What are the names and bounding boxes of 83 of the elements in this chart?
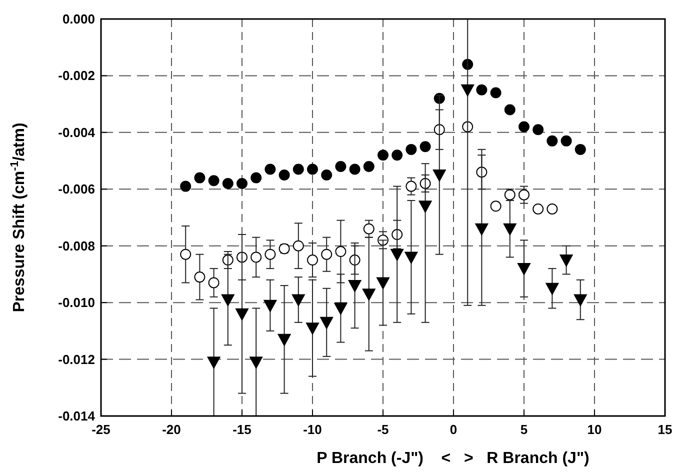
y-tick-label: -0.006 (58, 182, 95, 197)
x-tick-label: 5 (520, 422, 528, 437)
point (476, 84, 488, 96)
point (194, 172, 206, 184)
point (490, 200, 502, 212)
point (503, 223, 516, 236)
point (250, 252, 262, 263)
point (418, 200, 432, 213)
x-tick-label: -10 (303, 422, 322, 437)
x-tick-label: -15 (232, 422, 252, 437)
point (432, 169, 446, 182)
point (307, 254, 318, 266)
point (180, 248, 192, 260)
point (292, 164, 304, 175)
point (278, 169, 290, 180)
y-tick-label: -0.002 (58, 68, 95, 84)
point (363, 223, 374, 234)
x-tick-label: -25 (92, 422, 110, 437)
point (392, 150, 403, 161)
point (335, 246, 346, 258)
point (461, 84, 474, 96)
point (221, 294, 234, 306)
point (250, 172, 262, 184)
point (180, 180, 192, 192)
x-axis-title: P Branch (-J") < > R Branch (J") (316, 450, 590, 467)
point (348, 280, 362, 292)
point (574, 294, 587, 306)
point (560, 254, 573, 267)
point (378, 150, 388, 161)
point (560, 135, 572, 146)
point (363, 160, 374, 172)
point (207, 356, 220, 369)
y-tick-label: 0.000 (62, 12, 95, 26)
point (518, 121, 530, 132)
point (307, 164, 318, 175)
point (420, 141, 431, 152)
point (546, 135, 558, 146)
y-tick-label: -0.014 (58, 408, 96, 424)
point (362, 288, 376, 301)
x-tick-label: 15 (658, 422, 672, 437)
point (546, 282, 559, 295)
x-tick-label: 0 (450, 422, 458, 437)
point (250, 356, 263, 369)
y-tick-label: -0.008 (58, 238, 95, 254)
point (546, 203, 558, 214)
point (376, 277, 390, 290)
point (320, 316, 334, 329)
point (518, 263, 530, 276)
point (306, 322, 319, 335)
point (475, 223, 488, 236)
point (236, 308, 248, 320)
point (335, 160, 346, 172)
point (292, 294, 305, 306)
point (264, 248, 276, 260)
point (406, 180, 417, 192)
point (321, 169, 332, 180)
point (278, 334, 291, 346)
point (222, 178, 234, 189)
point (236, 178, 248, 189)
point (264, 164, 276, 175)
point (390, 248, 404, 261)
x-tick-label: -5 (377, 422, 389, 437)
y-tick-label: -0.004 (58, 124, 96, 140)
point (349, 164, 360, 175)
point (292, 240, 304, 252)
point (504, 104, 516, 116)
point (194, 272, 206, 283)
point (404, 252, 418, 264)
point (490, 87, 502, 98)
y-tick-label: -0.012 (58, 352, 95, 367)
x-tick-label: 10 (587, 422, 602, 437)
point (321, 248, 332, 260)
point (532, 124, 544, 136)
point (208, 277, 220, 288)
point (532, 203, 544, 214)
point (208, 175, 220, 186)
x-tick-label: -20 (162, 422, 181, 437)
point (264, 300, 277, 312)
point (334, 302, 348, 315)
point (406, 144, 417, 155)
y-tick-label: -0.010 (58, 295, 95, 310)
point (518, 189, 530, 200)
point (574, 144, 586, 155)
